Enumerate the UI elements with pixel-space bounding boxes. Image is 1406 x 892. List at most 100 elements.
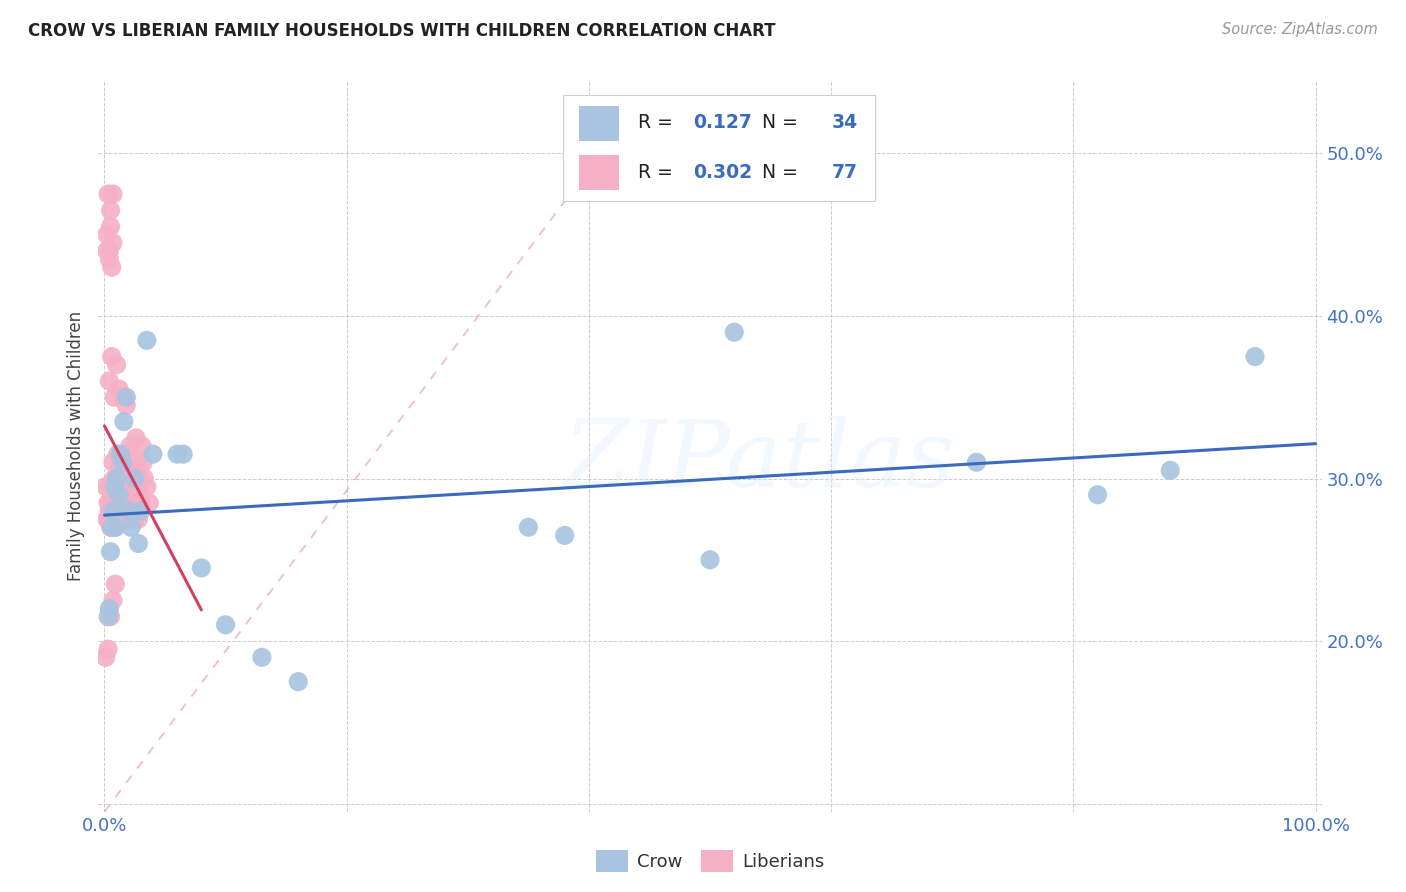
Point: [97, 187, 120, 202]
Point: [127, 455, 149, 469]
Point: [107, 463, 129, 477]
Point: [100, 520, 122, 534]
Point: [97, 609, 120, 624]
Point: [103, 512, 125, 526]
Point: [287, 674, 309, 689]
Point: [1159, 463, 1181, 477]
Text: CROW VS LIBERIAN FAMILY HOUSEHOLDS WITH CHILDREN CORRELATION CHART: CROW VS LIBERIAN FAMILY HOUSEHOLDS WITH …: [28, 22, 776, 40]
Text: 0.302: 0.302: [693, 163, 752, 182]
Point: [214, 617, 236, 632]
Point: [103, 480, 125, 494]
Text: N =: N =: [751, 163, 804, 182]
Point: [115, 471, 138, 485]
Point: [112, 415, 135, 429]
Point: [117, 480, 139, 494]
Point: [127, 512, 149, 526]
Point: [105, 512, 128, 526]
Point: [98, 244, 121, 258]
Point: [122, 480, 145, 494]
Point: [101, 593, 124, 607]
Point: [98, 252, 121, 266]
Point: [517, 520, 540, 534]
Point: [111, 455, 134, 469]
Point: [110, 504, 132, 518]
Text: N =: N =: [751, 113, 804, 132]
Point: [699, 553, 721, 567]
Point: [172, 447, 194, 461]
Point: [105, 480, 128, 494]
Point: [190, 561, 212, 575]
Point: [124, 488, 146, 502]
Y-axis label: Family Households with Children: Family Households with Children: [66, 311, 84, 581]
Point: [132, 455, 155, 469]
Text: R =: R =: [638, 113, 679, 132]
Bar: [579, 105, 620, 141]
Point: [1244, 350, 1267, 364]
Point: [104, 577, 127, 591]
Point: [100, 260, 122, 275]
Point: [135, 480, 157, 494]
Text: 0.127: 0.127: [693, 113, 752, 132]
Point: [120, 520, 142, 534]
Point: [96, 244, 118, 258]
Point: [97, 496, 120, 510]
Point: [100, 350, 122, 364]
Text: Source: ZipAtlas.com: Source: ZipAtlas.com: [1222, 22, 1378, 37]
Point: [110, 447, 132, 461]
Point: [131, 439, 153, 453]
Point: [100, 520, 122, 534]
Point: [124, 512, 146, 526]
Point: [127, 471, 149, 485]
Point: [108, 471, 131, 485]
Text: ZIPatlas: ZIPatlas: [562, 416, 955, 506]
Point: [120, 496, 142, 510]
Point: [554, 528, 576, 542]
Point: [120, 455, 142, 469]
Point: [124, 471, 146, 485]
Point: [118, 463, 141, 477]
Point: [97, 642, 120, 657]
Point: [101, 187, 124, 202]
Point: [100, 219, 122, 234]
Point: [105, 358, 128, 372]
Bar: [579, 155, 620, 190]
Point: [101, 496, 124, 510]
Point: [128, 480, 150, 494]
Point: [98, 480, 121, 494]
Point: [118, 512, 141, 526]
Point: [114, 447, 136, 461]
Point: [96, 227, 118, 242]
Point: [100, 520, 122, 534]
Text: R =: R =: [638, 163, 679, 182]
Point: [100, 504, 122, 518]
Point: [111, 480, 134, 494]
Point: [104, 520, 127, 534]
Point: [107, 447, 129, 461]
Point: [125, 431, 148, 445]
Point: [112, 496, 135, 510]
Point: [127, 536, 149, 550]
Point: [166, 447, 188, 461]
Point: [100, 544, 122, 558]
Point: [110, 512, 132, 526]
Point: [115, 390, 138, 404]
Point: [97, 512, 120, 526]
Point: [101, 235, 124, 250]
Point: [100, 609, 122, 624]
Point: [110, 471, 132, 485]
Point: [129, 504, 152, 518]
Point: [115, 512, 138, 526]
Point: [96, 512, 118, 526]
Point: [115, 398, 138, 412]
Point: [723, 325, 745, 339]
Legend: Crow, Liberians: Crow, Liberians: [589, 843, 831, 880]
Point: [103, 390, 125, 404]
Point: [138, 496, 160, 510]
Point: [98, 504, 121, 518]
Point: [98, 601, 121, 615]
Point: [110, 480, 132, 494]
Point: [104, 520, 127, 534]
Point: [142, 447, 165, 461]
Point: [94, 650, 117, 665]
Point: [114, 480, 136, 494]
